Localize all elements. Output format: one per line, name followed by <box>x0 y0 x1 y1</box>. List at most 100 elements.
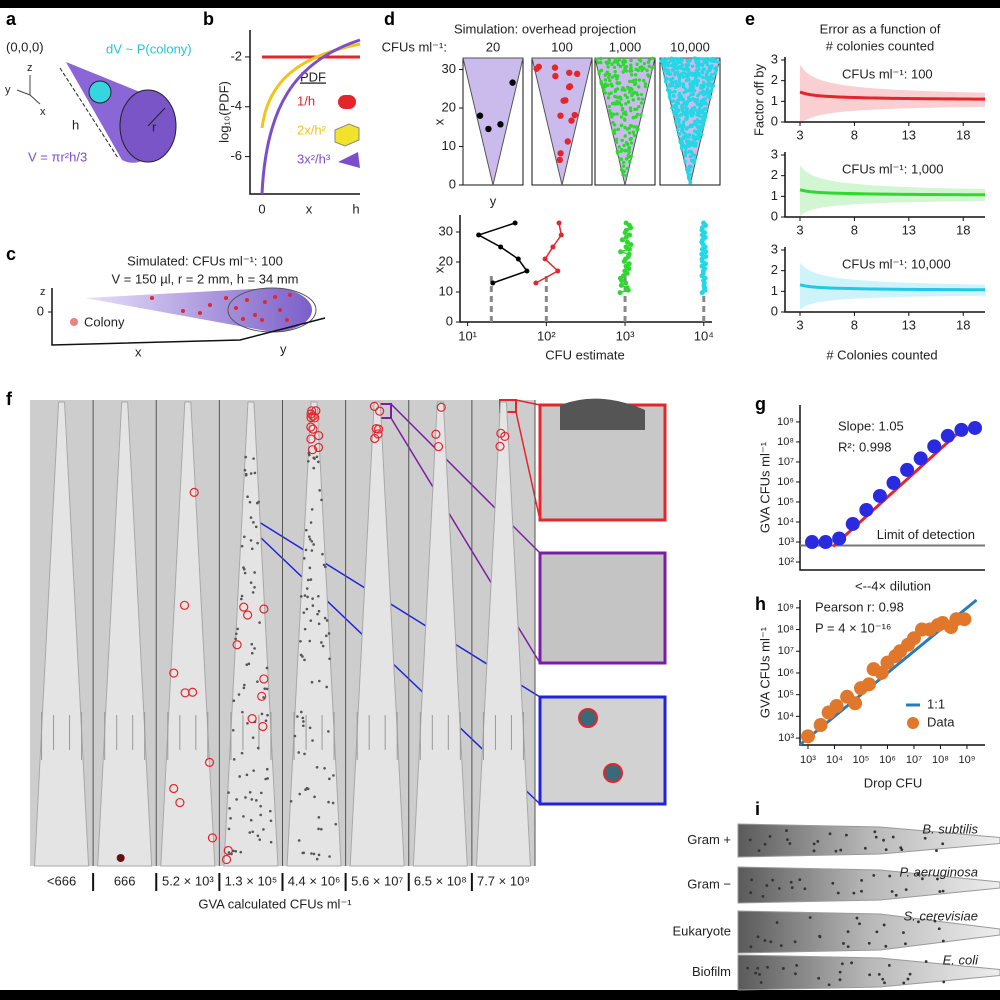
colony <box>698 91 703 95</box>
colony <box>714 67 718 72</box>
colony <box>681 82 686 86</box>
colony <box>917 920 920 924</box>
colony <box>664 63 668 67</box>
colony <box>842 942 845 945</box>
colony <box>627 160 632 164</box>
colony <box>297 751 301 754</box>
detected-colony <box>308 424 318 434</box>
colony <box>497 121 504 128</box>
colony <box>873 830 877 834</box>
colony <box>933 919 937 923</box>
decoration <box>288 293 292 297</box>
colony <box>235 798 238 801</box>
colony <box>624 64 629 69</box>
detected-colony <box>431 429 441 439</box>
colony <box>615 77 619 81</box>
colony <box>705 88 710 92</box>
colony <box>642 61 647 66</box>
colony <box>258 838 262 841</box>
colony <box>636 97 641 101</box>
y-tick-label: 20 <box>442 99 456 114</box>
colony <box>916 872 920 876</box>
colony <box>625 95 629 100</box>
colonies <box>150 293 292 322</box>
colony <box>699 124 703 128</box>
colony <box>262 696 265 699</box>
colony <box>700 85 705 90</box>
x-tick-label: 10⁷ <box>906 754 922 766</box>
colony <box>252 521 255 524</box>
colony <box>687 139 691 143</box>
detected-colony <box>179 600 190 610</box>
annotation: P = 4 × 10⁻¹⁶ <box>815 620 891 635</box>
colony <box>613 57 618 62</box>
trace-point <box>699 251 705 257</box>
colony <box>808 916 812 919</box>
tick-label: <666 <box>47 873 76 888</box>
tip-collar <box>167 712 209 760</box>
colony <box>640 97 645 101</box>
colony <box>623 125 627 130</box>
colony <box>252 457 255 460</box>
colony <box>643 84 648 89</box>
colony <box>836 891 840 895</box>
colony <box>599 80 603 84</box>
colony <box>635 93 640 97</box>
colony <box>671 93 675 98</box>
limit-label: Limit of detection <box>877 527 975 542</box>
colony <box>252 769 255 772</box>
colony <box>599 56 603 61</box>
colony <box>695 69 699 74</box>
colony <box>612 101 617 105</box>
detected-colony <box>189 487 199 497</box>
tip-collar <box>41 712 83 760</box>
colony <box>308 639 312 643</box>
colony <box>241 710 244 714</box>
colony <box>612 65 617 69</box>
colony <box>602 84 606 88</box>
colony <box>754 971 758 975</box>
title: Error as a function of <box>820 21 941 36</box>
colony <box>646 73 650 77</box>
colony <box>669 90 674 94</box>
y-tick-label: 0 <box>449 176 456 191</box>
colony <box>250 651 254 655</box>
colony <box>331 801 335 805</box>
x-label: <--4× dilution <box>855 578 931 593</box>
colony <box>692 105 697 110</box>
colony <box>677 74 681 78</box>
colony <box>615 151 620 155</box>
colony <box>701 75 705 80</box>
y-tick-label: 1 <box>771 283 778 298</box>
colony <box>642 78 646 83</box>
colony <box>263 687 267 691</box>
title: Simulated: CFUs ml⁻¹: 100 <box>127 253 283 268</box>
colony <box>312 466 316 470</box>
detected-colony <box>369 401 379 411</box>
trace-point <box>619 237 625 243</box>
colony <box>704 102 708 106</box>
colony <box>234 849 238 853</box>
colony <box>615 87 620 91</box>
colony <box>816 840 820 843</box>
colony <box>884 944 888 948</box>
colony <box>673 66 678 70</box>
colony <box>670 99 674 104</box>
colony <box>678 66 683 70</box>
colony <box>623 149 627 153</box>
point <box>927 439 942 454</box>
colony <box>307 535 311 538</box>
axis-y: y <box>5 84 11 96</box>
colony <box>244 796 247 799</box>
colony <box>235 632 238 636</box>
y-tick-label: 30 <box>442 61 456 76</box>
colony <box>828 832 832 836</box>
colony <box>700 115 704 119</box>
colony <box>635 62 639 66</box>
colony <box>265 666 269 670</box>
detected-colony <box>307 445 318 455</box>
colony <box>308 537 312 541</box>
colony <box>775 921 779 924</box>
colony <box>232 699 236 703</box>
axes <box>51 288 326 346</box>
